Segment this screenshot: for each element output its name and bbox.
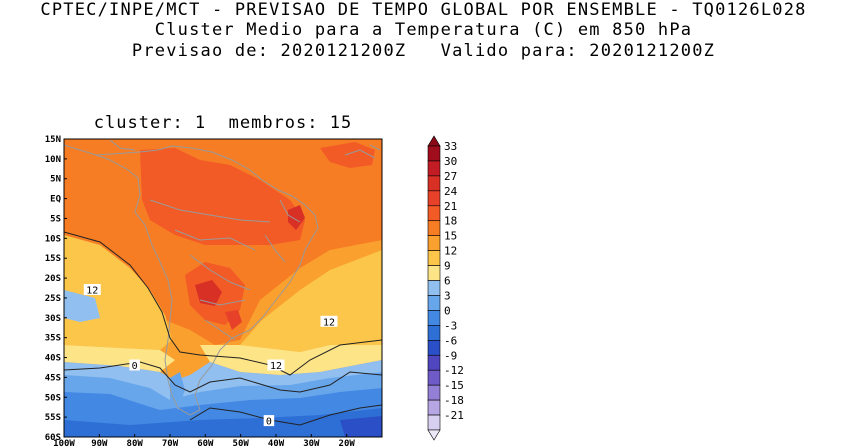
panel-title: cluster: 1 membros: 15 bbox=[93, 113, 353, 133]
colorbar-segment bbox=[427, 340, 441, 356]
colorbar-label: 24 bbox=[444, 185, 458, 198]
colorbar-segment bbox=[427, 205, 441, 222]
colorbar-segment bbox=[427, 160, 441, 177]
colorbar-segment bbox=[427, 414, 441, 431]
contour-label-box bbox=[263, 415, 275, 427]
lat-label: 55S bbox=[45, 413, 61, 423]
lat-label: 20S bbox=[45, 274, 61, 284]
colorbar-segment bbox=[427, 384, 441, 401]
lon-label: 40W bbox=[268, 439, 285, 448]
latitude-axis: 15N 10N 5N EQ 5S 10S 15S 20S 25S 30S 35S 40S 45S 50S 5… bbox=[45, 135, 67, 443]
lon-label: 80W bbox=[127, 439, 144, 448]
lon-label: 90W bbox=[91, 439, 108, 448]
lat-label: 60S bbox=[45, 433, 61, 443]
colorbar-segment bbox=[427, 325, 441, 341]
colorbar-segment bbox=[427, 220, 441, 236]
lon-label: 70W bbox=[162, 439, 179, 448]
lat-label: 45S bbox=[45, 373, 61, 383]
colorbar-segment bbox=[427, 250, 441, 266]
colorbar-segment bbox=[427, 354, 441, 371]
lat-label: EQ bbox=[50, 195, 61, 205]
lon-label: 100W bbox=[53, 439, 75, 448]
colorbar-label: 12 bbox=[444, 245, 457, 258]
lat-label: 5N bbox=[50, 175, 61, 185]
colorbar-segment bbox=[427, 310, 441, 326]
contour-label: 12 bbox=[86, 285, 98, 296]
colorbar-segment bbox=[427, 295, 441, 311]
colorbar-label: 30 bbox=[444, 155, 457, 168]
colorbar-label: -12 bbox=[444, 364, 464, 377]
subtitle-dates: Previsao de: 2020121200Z Valido para: 20… bbox=[131, 41, 716, 61]
lat-label: 10S bbox=[45, 234, 61, 244]
map-frame bbox=[63, 138, 383, 438]
colorbar-label: 6 bbox=[444, 275, 451, 288]
colorbar-label: -15 bbox=[444, 379, 464, 392]
lon-label: 60W bbox=[197, 439, 214, 448]
contour-label: 12 bbox=[323, 317, 335, 328]
colorbar-label: -3 bbox=[444, 319, 457, 332]
colorbar-label: 27 bbox=[444, 170, 457, 183]
colorbar-segment bbox=[427, 369, 441, 386]
colorbar-segment bbox=[427, 280, 441, 296]
colorbar-label: -18 bbox=[444, 394, 464, 407]
lat-label: 30S bbox=[45, 314, 61, 324]
lat-label: 40S bbox=[45, 354, 61, 364]
lat-label: 35S bbox=[45, 334, 61, 344]
contour-label-box bbox=[320, 315, 338, 327]
colorbar-label: 3 bbox=[444, 289, 451, 302]
contour-label-box bbox=[83, 283, 101, 295]
colorbar-label: 33 bbox=[444, 140, 457, 153]
contour-lines bbox=[64, 231, 382, 426]
colorbar-segment bbox=[427, 190, 441, 207]
contour-labels: 12 12 12 0 0 bbox=[83, 283, 338, 428]
lat-label: 25S bbox=[45, 294, 61, 304]
subtitle-variable: Cluster Medio para a Temperatura (C) em … bbox=[154, 20, 693, 40]
colorbar-segment bbox=[427, 265, 441, 281]
contour-label-box bbox=[267, 359, 285, 371]
lat-label: 5S bbox=[50, 214, 61, 224]
colorbar-label: -9 bbox=[444, 349, 457, 362]
lon-label: 20W bbox=[339, 439, 356, 448]
lat-label: 15N bbox=[45, 135, 61, 145]
colorbar-label: 18 bbox=[444, 215, 457, 228]
colorbar-label: -6 bbox=[444, 334, 457, 347]
lat-label: 15S bbox=[45, 254, 61, 264]
colorbar-segment bbox=[427, 399, 441, 416]
contour-label: 12 bbox=[270, 361, 282, 372]
colorbar-segment bbox=[427, 175, 441, 192]
colorbar-label: -21 bbox=[444, 409, 464, 422]
longitude-axis: 100W 90W 80W 70W 60W 50W 40W 30W 20W bbox=[53, 434, 355, 448]
continent-outlines bbox=[64, 139, 381, 416]
main-title: CPTEC/INPE/MCT - PREVISAO DE TEMPO GLOBA… bbox=[40, 0, 807, 20]
colorbar-bottom-arrow bbox=[427, 429, 441, 441]
colorbar-label: 9 bbox=[444, 260, 451, 273]
colorbar-label: 15 bbox=[444, 230, 457, 243]
colorbar-top-arrow bbox=[427, 135, 441, 147]
temperature-field bbox=[64, 139, 382, 437]
contour-label: 0 bbox=[266, 417, 272, 428]
lon-label: 50W bbox=[233, 439, 250, 448]
colorbar-segment bbox=[427, 235, 441, 251]
colorbar-label: 0 bbox=[444, 304, 451, 317]
lon-label: 30W bbox=[303, 439, 320, 448]
lat-label: 50S bbox=[45, 393, 61, 403]
colorbar-segment bbox=[427, 145, 441, 162]
contour-label: 0 bbox=[132, 361, 138, 372]
colorbar-label: 21 bbox=[444, 200, 457, 213]
lat-label: 10N bbox=[45, 155, 61, 165]
contour-label-box bbox=[129, 359, 140, 371]
